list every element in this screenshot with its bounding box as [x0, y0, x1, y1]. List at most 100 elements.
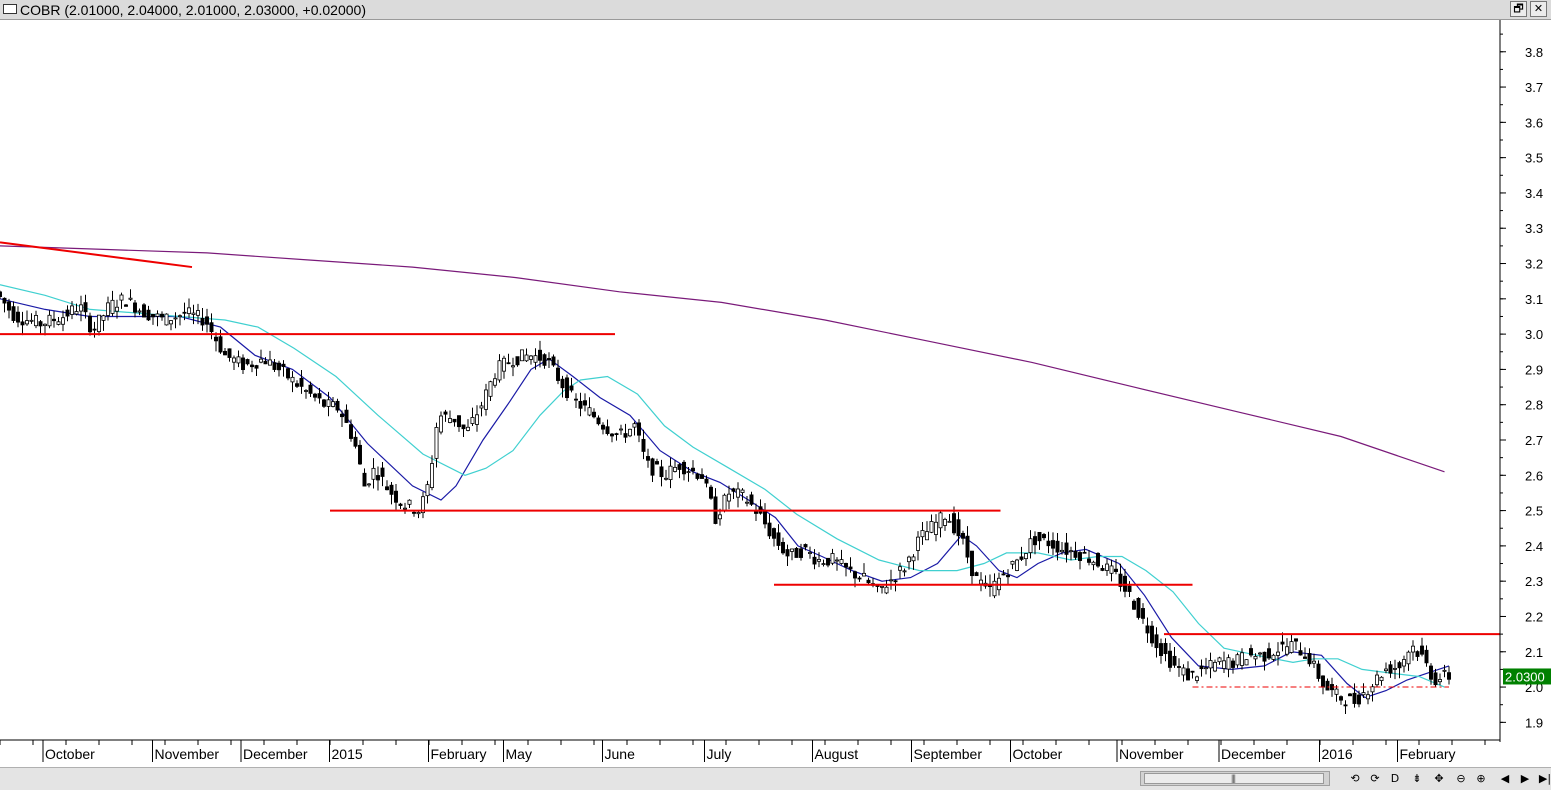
candle-body — [1289, 641, 1294, 653]
candle-body — [1159, 643, 1163, 656]
next-page-button[interactable]: ⟳ — [1370, 772, 1380, 785]
candle-body — [286, 368, 290, 379]
candle-body — [20, 321, 25, 326]
x-tick-label: December — [243, 746, 308, 762]
candle-body — [1010, 561, 1015, 565]
candle-body — [97, 314, 101, 333]
candle-body — [821, 563, 826, 565]
candle-body — [146, 309, 151, 321]
scroll-thumb[interactable]: ||| — [1144, 773, 1324, 784]
zoom-in-button[interactable]: ⊕ — [1476, 772, 1486, 785]
candle-body — [160, 313, 164, 318]
cursor-button[interactable]: ⇟ — [1412, 772, 1422, 785]
candle-body — [1312, 660, 1316, 664]
candle-body — [74, 311, 79, 315]
candle-body — [1100, 568, 1105, 571]
candle-body — [794, 547, 799, 558]
candle-body — [898, 566, 902, 571]
window-title: COBR (2.01000, 2.04000, 2.01000, 2.03000… — [20, 2, 366, 18]
candle-body — [520, 349, 524, 362]
last-price-label: 2.0300 — [1505, 669, 1545, 684]
candle-body — [259, 358, 263, 363]
y-tick-label: 2.6 — [1525, 468, 1543, 483]
y-tick-label: 2.5 — [1525, 504, 1543, 519]
close-icon[interactable]: ✕ — [1530, 1, 1547, 17]
candle-body — [61, 317, 65, 325]
y-tick-label: 2.9 — [1525, 362, 1543, 377]
horizontal-scrollbar[interactable]: ||| ⟲ ⟳ D ⇟ ✥ ⊖ ⊕ ◀ ▶ ▶| — [0, 767, 1551, 790]
scroll-left-button[interactable]: ◀ — [1500, 772, 1510, 785]
ma_long-line — [0, 245, 1445, 473]
candlestick-chart[interactable]: 1.92.02.12.22.32.42.52.62.72.82.93.03.13… — [0, 20, 1551, 767]
candle-body — [16, 311, 20, 323]
zoom-out-button[interactable]: ⊖ — [1456, 772, 1466, 785]
candle-body — [1375, 674, 1379, 686]
candle-body — [1046, 540, 1051, 547]
candle-body — [790, 548, 794, 552]
candle-body — [655, 461, 659, 465]
x-tick-label: September — [914, 746, 983, 762]
candle-body — [979, 579, 983, 585]
candle-body — [1334, 688, 1339, 695]
scroll-right-button[interactable]: ▶ — [1520, 772, 1530, 785]
candle-body — [682, 461, 686, 475]
candle-body — [448, 418, 452, 423]
candle-body — [934, 521, 938, 535]
candle-body — [952, 513, 956, 534]
y-tick-label: 3.5 — [1525, 151, 1543, 166]
candle-body — [70, 305, 74, 315]
candle-body — [1438, 679, 1442, 683]
candle-body — [1307, 653, 1312, 665]
candle-body — [110, 299, 115, 314]
candle-body — [254, 365, 259, 369]
candle-body — [745, 501, 749, 504]
candle-body — [142, 304, 146, 318]
candle-body — [1069, 550, 1073, 553]
candle-body — [506, 362, 511, 365]
scroll-end-button[interactable]: ▶| — [1538, 772, 1551, 785]
candle-body — [1172, 655, 1177, 666]
candle-body — [371, 467, 376, 480]
y-tick-label: 2.4 — [1525, 539, 1543, 554]
candle-body — [466, 426, 470, 431]
candle-body — [511, 365, 515, 368]
pan-button[interactable]: ✥ — [1434, 772, 1444, 785]
candle-body — [1145, 625, 1150, 634]
candle-body — [299, 377, 304, 387]
candle-body — [556, 367, 560, 381]
candle-body — [911, 556, 916, 562]
candle-body — [367, 483, 371, 486]
daily-button[interactable]: D — [1390, 772, 1400, 785]
candle-body — [101, 315, 106, 321]
candle-body — [925, 531, 929, 541]
candle-body — [182, 311, 187, 314]
candle-body — [344, 409, 349, 423]
candle-body — [1348, 693, 1352, 697]
candle-body — [1199, 665, 1204, 670]
candle-body — [461, 424, 466, 430]
candle-body — [610, 433, 614, 437]
scroll-track[interactable]: ||| — [1140, 771, 1330, 786]
restore-icon[interactable]: 🗗 — [1510, 1, 1527, 17]
candle-body — [700, 474, 704, 479]
candle-body — [1087, 558, 1091, 563]
candle-body — [601, 424, 605, 430]
candle-body — [857, 577, 862, 580]
candle-body — [727, 493, 731, 502]
candle-body — [974, 572, 979, 577]
candle-body — [637, 422, 641, 436]
candle-body — [1231, 660, 1235, 668]
candle-body — [943, 518, 947, 526]
candle-body — [1127, 585, 1132, 592]
y-tick-label: 2.7 — [1525, 433, 1543, 448]
candle-body — [677, 464, 682, 470]
candle-body — [214, 336, 218, 342]
candle-body — [232, 357, 236, 363]
prev-page-button[interactable]: ⟲ — [1350, 772, 1360, 785]
candle-body — [1411, 645, 1415, 653]
candle-body — [1096, 552, 1100, 567]
x-tick-label: February — [431, 746, 487, 762]
candle-body — [43, 323, 47, 327]
candle-body — [542, 354, 547, 366]
candle-body — [430, 463, 434, 488]
